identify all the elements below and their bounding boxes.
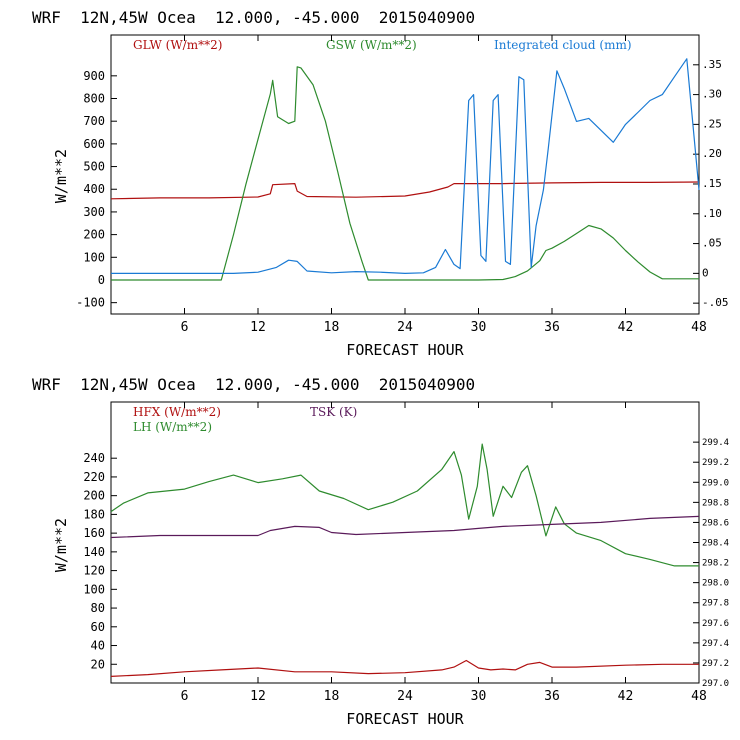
y2-tick-label: 299.4 [702, 438, 729, 448]
y2-tick-label: 299.0 [702, 478, 729, 488]
panel-bottom: WRF 12N,45W Ocea 12.000, -45.000 2015040… [32, 375, 729, 728]
y2-tick-label: .05 [702, 237, 722, 250]
legend-integrated-cloud: Integrated cloud (mm) [494, 38, 632, 52]
x-tick-label: 42 [618, 320, 634, 335]
y2-tick-label: 0 [702, 266, 709, 279]
y-tick-label: 180 [83, 507, 105, 521]
x-tick-label: 36 [544, 689, 560, 704]
x-tick-label: 42 [618, 689, 634, 704]
series-line-1 [110, 443, 699, 567]
y2-tick-label: 297.2 [702, 659, 729, 669]
y-tick-label: 60 [91, 620, 105, 634]
y-tick-label: 400 [83, 182, 105, 196]
legend-tsk: TSK (K) [310, 405, 357, 419]
y-tick-label: 100 [83, 582, 105, 596]
x-tick-label: 18 [324, 689, 340, 704]
panel-top-xlabel: FORECAST HOUR [346, 341, 464, 359]
x-tick-label: 18 [324, 320, 340, 335]
y2-tick-label: 299.2 [702, 458, 729, 468]
x-tick-label: 12 [250, 320, 266, 335]
panel-top-x-ticks: 6 12 18 24 30 36 42 48 [181, 35, 707, 335]
x-tick-label: 24 [397, 320, 413, 335]
y2-tick-label: 298.8 [702, 498, 729, 508]
series-line-0 [110, 181, 700, 200]
y2-tick-label: 297.8 [702, 599, 729, 609]
series-line-0 [110, 659, 699, 677]
x-tick-label: 48 [691, 320, 707, 335]
y-tick-label: 600 [83, 137, 105, 151]
y-tick-label: -100 [76, 296, 105, 310]
y2-tick-label: .15 [702, 177, 722, 190]
y2-tick-label: 298.2 [702, 559, 729, 569]
series-line-2 [111, 58, 700, 274]
y2-tick-label: 298.0 [702, 579, 729, 589]
y2-tick-label: .25 [702, 117, 722, 130]
panel-top-right-ticks: -.05 0 .05 .10 .15 .20 .25 .30 .35 [693, 58, 729, 309]
panel-bottom-x-ticks: 6 12 18 24 30 36 42 48 [181, 402, 707, 704]
y-tick-label: 220 [83, 470, 105, 484]
x-tick-label: 24 [397, 689, 413, 704]
panel-bottom-xlabel: FORECAST HOUR [346, 710, 464, 728]
y2-tick-label: 298.4 [702, 539, 729, 549]
y2-tick-label: 297.6 [702, 619, 729, 629]
y-tick-label: 300 [83, 205, 105, 219]
y-tick-label: 80 [91, 601, 105, 615]
y-tick-label: 500 [83, 160, 105, 174]
x-tick-label: 30 [471, 689, 487, 704]
y2-tick-label: .20 [702, 147, 722, 160]
series-line-2 [110, 515, 700, 539]
y-tick-label: 240 [83, 451, 105, 465]
series-line-1 [111, 66, 699, 281]
panel-bottom-title: WRF 12N,45W Ocea 12.000, -45.000 2015040… [32, 375, 475, 394]
y2-tick-label: 298.6 [702, 518, 729, 528]
panel-bottom-right-ticks: 297.0 297.2 297.4 297.6 297.8 298.0 298.2 298.4… [693, 438, 729, 689]
panel-bottom-ylabel: W/m**2 [52, 518, 70, 572]
legend-glw: GLW (W/m**2) [133, 38, 222, 52]
legend-lh: LH (W/m**2) [133, 420, 212, 434]
y2-tick-label: 297.4 [702, 639, 729, 649]
x-tick-label: 6 [181, 320, 189, 335]
y-tick-label: 160 [83, 526, 105, 540]
x-tick-label: 6 [181, 689, 189, 704]
panel-top-frame [110, 34, 700, 315]
y-tick-label: 20 [91, 657, 105, 671]
panel-bottom-frame [110, 401, 700, 684]
panel-top: WRF 12N,45W Ocea 12.000, -45.000 2015040… [32, 8, 729, 359]
legend-gsw: GSW (W/m**2) [326, 38, 417, 52]
y2-tick-label: .35 [702, 58, 722, 71]
x-tick-label: 48 [691, 689, 707, 704]
y2-tick-label: 297.0 [702, 679, 729, 689]
x-tick-label: 30 [471, 320, 487, 335]
x-tick-label: 36 [544, 320, 560, 335]
y-tick-label: 200 [83, 228, 105, 242]
legend-hfx: HFX (W/m**2) [133, 405, 221, 419]
y2-tick-label: .30 [702, 88, 722, 101]
y-tick-label: 120 [83, 564, 105, 578]
x-tick-label: 12 [250, 689, 266, 704]
y-tick-label: 900 [83, 69, 105, 83]
y-tick-label: 200 [83, 489, 105, 503]
y-tick-label: 700 [83, 114, 105, 128]
y-tick-label: 40 [91, 639, 105, 653]
y-tick-label: 140 [83, 545, 105, 559]
y-tick-label: 800 [83, 92, 105, 106]
panel-bottom-left-ticks: 20 40 60 80 100 120 140 160 180 200 220 240 [83, 451, 117, 671]
y-tick-label: 0 [98, 273, 105, 287]
y2-tick-label: -.05 [702, 296, 729, 309]
y2-tick-label: .10 [702, 207, 722, 220]
panel-top-ylabel: W/m**2 [52, 149, 70, 203]
panel-top-left-ticks: -100 0 100 200 300 400 500 600 700 800 900 [76, 69, 117, 310]
panel-top-title: WRF 12N,45W Ocea 12.000, -45.000 2015040… [32, 8, 475, 27]
y-tick-label: 100 [83, 250, 105, 264]
panel-top-series [110, 58, 700, 281]
panel-bottom-series [110, 443, 700, 677]
